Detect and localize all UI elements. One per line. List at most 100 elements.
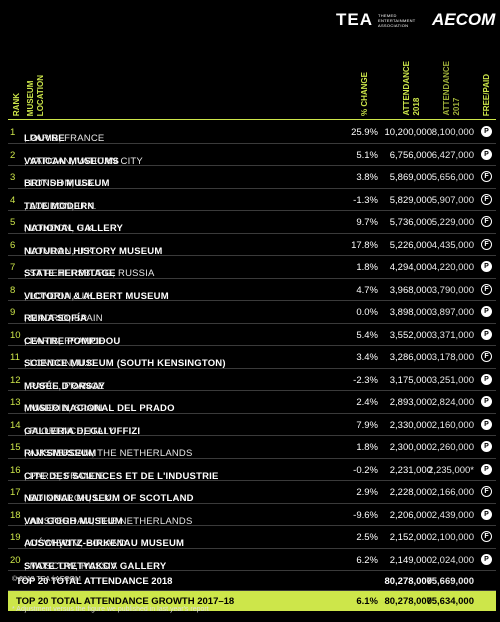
free-paid-icon: P: [481, 463, 492, 475]
total-att17: 75,669,000: [426, 576, 474, 587]
free-paid-icon: F: [481, 193, 492, 205]
attendance-2017-cell: 3,790,000: [431, 284, 474, 296]
aecom-logo: AECOM: [432, 10, 496, 29]
table-row: 14 GALLERIA DEGLI UFFIZI, FLORENCE, ITALY…: [8, 414, 496, 437]
museum-name: REINA SOFÍA: [24, 313, 88, 324]
col-header-att18-line1: ATTENDANCE: [402, 61, 411, 116]
rank-cell: 19: [10, 532, 21, 543]
museum-name: TATE MODERN: [24, 200, 95, 212]
museum-name: STATE HERMITAGE: [24, 268, 116, 279]
table-row: 4 TATE MODERN, LONDON, U.K. -1.3% 5,829,000…: [8, 189, 496, 212]
change-cell: -9.6%: [353, 509, 378, 521]
museum-location: , MOSCOW, RUSSIA: [24, 560, 118, 572]
attendance-2017-cell: 2,260,000: [431, 442, 474, 453]
attendance-2018-cell: 2,231,000: [389, 464, 432, 476]
attendance-2018-cell: 3,968,000: [389, 284, 432, 296]
change-cell: -0.2%: [353, 464, 378, 476]
change-cell: -2.3%: [353, 374, 378, 386]
free-paid-icon: P: [481, 328, 492, 340]
attendance-2018-cell: 2,206,000: [389, 509, 432, 521]
free-paid-icon: P: [481, 261, 492, 272]
museum-name: CITE DES SCIENCES ET DE L'INDUSTRIE: [24, 470, 219, 482]
change-cell: 6.2%: [356, 554, 378, 566]
ranking-table: 1 LOUVRE, PARIS, FRANCE 25.9% 10,200,000 8,1…: [8, 121, 496, 611]
free-paid-icon: F: [481, 171, 492, 182]
attendance-2018-cell: 2,300,000: [389, 442, 432, 453]
rank-cell: 4: [10, 194, 16, 206]
attendance-2017-cell: 3,178,000: [431, 352, 474, 363]
museum-name: MUSEO NACIONAL DEL PRADO: [24, 403, 175, 414]
rank-cell: 12: [10, 374, 21, 386]
change-cell: -1.3%: [353, 194, 378, 206]
rank-cell: 15: [10, 442, 21, 453]
total-label: TOP 20 TOTAL ATTENDANCE 2018: [16, 576, 173, 587]
museum-name: STATE TRETYAKOV GALLERY: [24, 560, 167, 572]
museum-name: CENTRE POMPIDOU: [24, 335, 121, 347]
col-header-rank-label: RANK: [12, 92, 21, 116]
growth-att17: 75,634,000: [426, 596, 474, 607]
change-cell: 9.7%: [356, 217, 378, 228]
table-row: 18 VAN GOGH MUSEUM, AMSTERDAM, THE NETHER…: [8, 504, 496, 527]
table-row: 1 LOUVRE, PARIS, FRANCE 25.9% 10,200,000 8,1…: [8, 121, 496, 144]
change-cell: 0.0%: [356, 307, 378, 318]
free-paid-icon: P: [481, 126, 492, 137]
museum-name: NATIONAL MUSEUM OF SCOTLAND: [24, 493, 194, 504]
rank-cell: 10: [10, 329, 21, 341]
attendance-2018-cell: 6,756,000: [389, 149, 432, 161]
attendance-2017-cell: 2,439,000: [431, 509, 474, 521]
table-row: 12 MUSÉE D'ORSAY, PARIS, FRANCE -2.3% 3,175…: [8, 369, 496, 392]
attendance-2017-cell: 2,024,000: [431, 554, 474, 566]
col-header-location-text: LOCATION: [36, 74, 45, 116]
attendance-2017-cell: 3,251,000: [431, 374, 474, 386]
header-divider: [8, 119, 496, 120]
tea-logo: TEA: [336, 10, 373, 29]
free-paid-icon: P: [481, 418, 492, 430]
change-cell: 17.8%: [351, 239, 378, 251]
total-row: TOP 20 TOTAL ATTENDANCE 2018 80,278,000 …: [8, 571, 496, 591]
tea-logo-subtitle: THEMED ENTERTAINMENT ASSOCIATION: [378, 13, 416, 28]
change-cell: 3.4%: [356, 352, 378, 363]
attendance-2018-cell: 2,149,000: [389, 554, 432, 566]
rank-cell: 16: [10, 464, 21, 476]
growth-change: 6.1%: [356, 596, 378, 607]
museum-name: BRITISH MUSEUM: [24, 178, 110, 189]
col-header-att18-line2: 2018: [412, 98, 421, 116]
museum-name: SCIENCE MUSEUM (SOUTH KENSINGTON): [24, 358, 226, 369]
museum-location: , MADRID, SPAIN: [24, 403, 103, 414]
museum-location: , LONDON, U.K.: [24, 200, 97, 212]
free-paid-icon: F: [481, 351, 492, 362]
rank-cell: 8: [10, 284, 16, 296]
rank-cell: 7: [10, 262, 16, 273]
rank-cell: 17: [10, 487, 21, 498]
free-paid-icon: P: [481, 441, 492, 452]
attendance-2017-cell: 4,220,000: [431, 262, 474, 273]
copyright: © 2019 TEA / AECOM: [12, 576, 81, 583]
attendance-2018-cell: 3,175,000: [389, 374, 432, 386]
rank-cell: 2: [10, 149, 16, 161]
free-paid-icon: P: [481, 396, 492, 407]
attendance-2018-cell: 5,829,000: [389, 194, 432, 206]
growth-row: TOP 20 TOTAL ATTENDANCE GROWTH 2017–18 6…: [8, 591, 496, 611]
table-row: 9 REINA SOFÍA, MADRID, SPAIN 0.0% 3,898,000…: [8, 301, 496, 324]
change-cell: 5.4%: [356, 329, 378, 341]
museum-location: , LONDON, U.K.: [24, 178, 97, 189]
museum-location: , OŚWIĘCIM, POLAND: [24, 538, 127, 549]
attendance-2018-cell: 5,736,000: [389, 217, 432, 228]
attendance-2017-cell: 4,435,000: [431, 239, 474, 251]
attendance-2018-cell: 5,226,000: [389, 239, 432, 251]
table-row: 20 STATE TRETYAKOV GALLERY, MOSCOW, RUSSI…: [8, 549, 496, 572]
col-header-museum-text: MUSEUM: [26, 80, 35, 116]
museum-location: , AMSTERDAM, THE NETHERLANDS: [24, 515, 193, 527]
attendance-2017-cell: 2,235,000*: [428, 464, 474, 476]
attendance-2018-cell: 3,552,000: [389, 329, 432, 341]
museum-location: , LONDON, U.K.: [24, 223, 97, 234]
rank-cell: 11: [10, 352, 20, 363]
attendance-2018-cell: 4,294,000: [389, 262, 432, 273]
growth-label: TOP 20 TOTAL ATTENDANCE GROWTH 2017–18: [16, 596, 235, 607]
attendance-2018-cell: 2,228,000: [389, 487, 432, 498]
attendance-2017-cell: 2,160,000: [431, 419, 474, 431]
rank-cell: 1: [10, 127, 16, 138]
museum-location: , PARIS, FRANCE: [24, 380, 105, 392]
rank-cell: 6: [10, 239, 16, 251]
museum-location: , FLORENCE, ITALY: [24, 425, 115, 437]
